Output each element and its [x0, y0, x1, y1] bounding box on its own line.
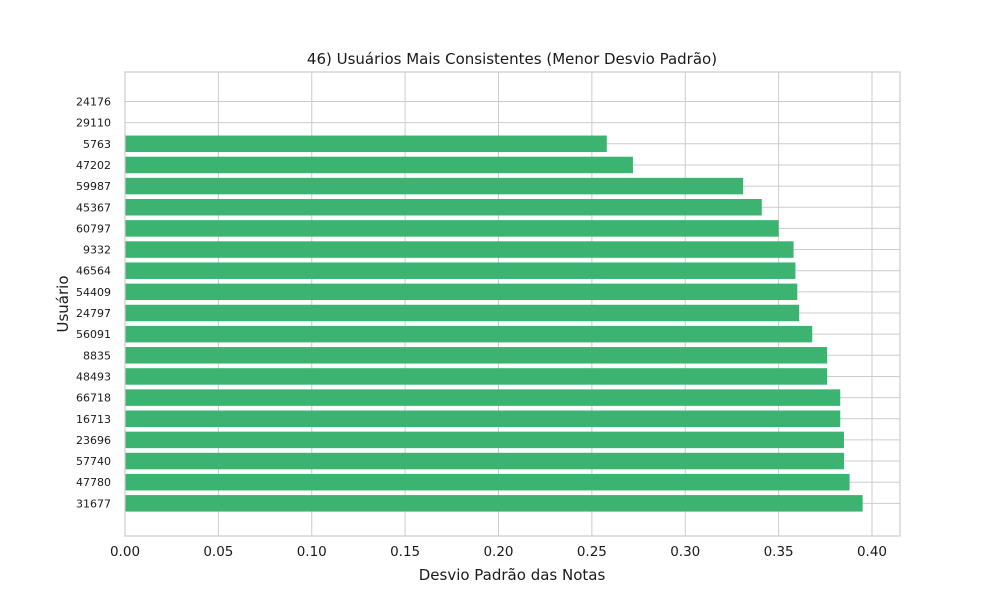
y-tick-label: 57740 [76, 455, 111, 468]
y-tick-label: 31677 [76, 497, 111, 510]
bar-16713 [125, 410, 841, 427]
bar-24797 [125, 304, 800, 322]
x-tick-label: 0.40 [857, 544, 887, 560]
bar-46564 [125, 262, 796, 279]
y-tick-label: 8835 [83, 349, 111, 362]
bar-60797 [125, 220, 779, 237]
y-tick-label: 66718 [76, 392, 111, 405]
y-tick-label: 45367 [76, 201, 111, 214]
x-tick-label: 0.30 [670, 544, 700, 560]
bar-45367 [125, 199, 762, 216]
y-tick-label: 24176 [76, 96, 111, 109]
y-tick-label: 60797 [76, 222, 111, 235]
bar-23696 [125, 431, 844, 449]
bar-8835 [125, 347, 828, 364]
y-tick-label: 48493 [76, 370, 111, 383]
y-axis-label: Usuário [54, 275, 72, 332]
y-tick-label: 54409 [76, 286, 111, 299]
y-tick-label: 46564 [76, 265, 111, 278]
bar-5763 [125, 135, 607, 153]
y-tick-label: 47202 [76, 159, 111, 172]
x-tick-label: 0.00 [110, 544, 140, 560]
bar-66718 [125, 389, 841, 406]
bar-31677 [125, 495, 863, 512]
bar-57740 [125, 452, 844, 470]
y-tick-label: 47780 [76, 476, 111, 489]
y-tick-label: 23696 [76, 434, 111, 447]
x-tick-label: 0.15 [390, 544, 420, 560]
x-tick-label: 0.25 [577, 544, 607, 560]
y-tick-label: 56091 [76, 328, 111, 341]
bar-54409 [125, 283, 798, 301]
bar-47780 [125, 473, 850, 491]
bars [125, 135, 863, 512]
bar-48493 [125, 368, 828, 385]
bar-56091 [125, 325, 813, 343]
x-tick-label: 0.20 [483, 544, 513, 560]
x-tick-label: 0.05 [203, 544, 233, 560]
plot-frame [124, 71, 901, 537]
x-tick-label: 0.35 [764, 544, 794, 560]
y-tick-label: 29110 [76, 117, 111, 130]
y-tick-label: 5763 [83, 138, 111, 151]
y-axis-ticks: 24176 29110 5763 47202 59987 45367 60797 9332 46… [76, 96, 111, 511]
bar-47202 [125, 156, 633, 174]
y-tick-label: 16713 [76, 413, 111, 426]
x-axis-label: Desvio Padrão das Notas [419, 566, 606, 584]
chart-title: 46) Usuários Mais Consistentes (Menor De… [307, 50, 717, 68]
bar-9332 [125, 241, 794, 258]
y-tick-label: 9332 [83, 244, 111, 257]
y-tick-label: 59987 [76, 180, 111, 193]
y-tick-label: 24797 [76, 307, 111, 320]
x-tick-label: 0.10 [297, 544, 327, 560]
bar-59987 [125, 177, 744, 195]
x-axis-ticks: 0.00 0.05 0.10 0.15 0.20 0.25 0.30 0.35 0.40 [110, 544, 887, 560]
